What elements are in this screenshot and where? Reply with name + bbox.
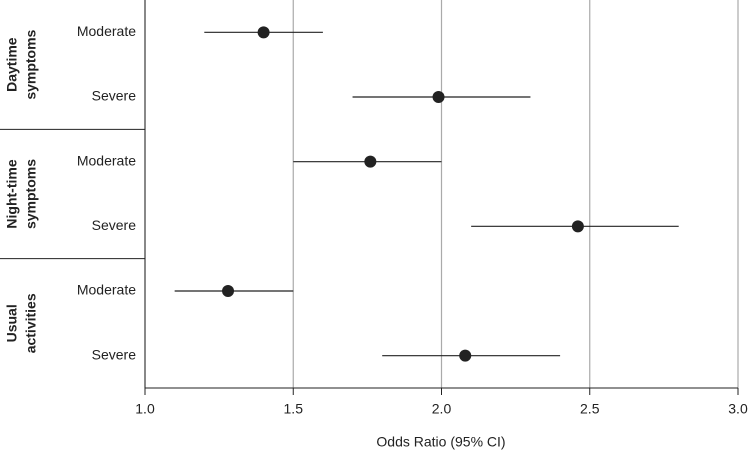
- x-tick-label: 2.0: [432, 401, 452, 417]
- category-label: Moderate: [77, 152, 136, 168]
- group-label: symptoms: [23, 159, 39, 229]
- group-label: activities: [23, 293, 39, 353]
- group-label: Daytime: [4, 37, 20, 92]
- point-estimate: [222, 285, 235, 297]
- category-label: Severe: [92, 88, 137, 104]
- category-label: Moderate: [77, 23, 136, 39]
- x-tick-label: 3.0: [728, 401, 748, 417]
- point-estimate: [364, 155, 377, 168]
- category-label: Moderate: [77, 282, 136, 298]
- group-label: symptoms: [23, 29, 39, 99]
- point-estimate: [459, 349, 472, 362]
- point-estimate: [257, 26, 270, 39]
- point-estimate: [432, 91, 445, 103]
- point-estimate: [571, 220, 584, 233]
- x-tick-label: 1.5: [284, 401, 304, 417]
- x-axis-label: Odds Ratio (95% CI): [376, 434, 505, 450]
- x-tick-label: 2.5: [580, 401, 600, 417]
- group-label: Night-time: [4, 159, 20, 228]
- group-label: Usual: [4, 304, 20, 342]
- x-tick-label: 1.0: [135, 401, 155, 417]
- category-label: Severe: [92, 217, 137, 233]
- category-label: Severe: [92, 346, 137, 362]
